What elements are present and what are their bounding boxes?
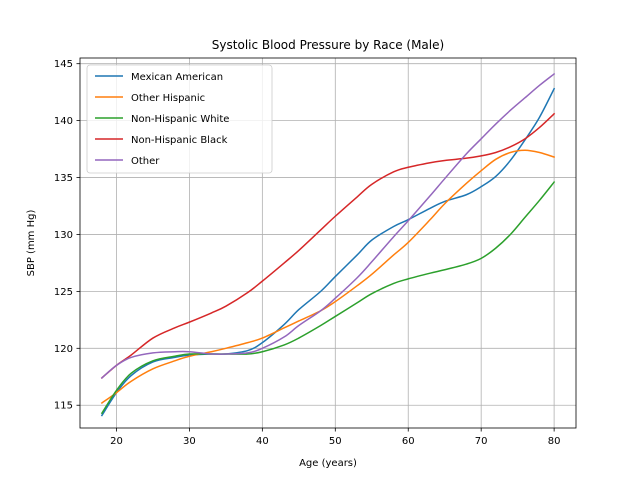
y-tick-label: 125: [54, 287, 73, 298]
y-axis-label: SBP (mm Hg): [26, 210, 37, 277]
x-tick-label: 30: [183, 436, 196, 447]
legend: Mexican American Other Hispanic Non-Hispan…: [87, 65, 272, 173]
x-tick-label: 60: [402, 436, 415, 447]
legend-label-non-hispanic-white: Non-Hispanic White: [131, 114, 229, 125]
legend-label-other-hispanic: Other Hispanic: [131, 93, 205, 104]
x-tick-label: 80: [548, 436, 561, 447]
y-tick-label: 130: [54, 230, 73, 241]
y-tick-label: 120: [54, 344, 73, 355]
legend-label-mexican-american: Mexican American: [131, 72, 223, 83]
x-axis-label: Age (years): [299, 458, 357, 469]
legend-label-other: Other: [131, 156, 160, 167]
y-tick-label: 145: [54, 59, 73, 70]
y-tick-label: 135: [54, 173, 73, 184]
chart-title: Systolic Blood Pressure by Race (Male): [212, 38, 444, 52]
x-tick-label: 70: [475, 436, 488, 447]
x-tick-label: 50: [329, 436, 342, 447]
y-tick-label: 140: [54, 116, 73, 127]
x-tick-label: 40: [256, 436, 269, 447]
x-tick-label: 20: [110, 436, 123, 447]
y-tick-label: 115: [54, 401, 73, 412]
legend-label-non-hispanic-black: Non-Hispanic Black: [131, 135, 228, 146]
